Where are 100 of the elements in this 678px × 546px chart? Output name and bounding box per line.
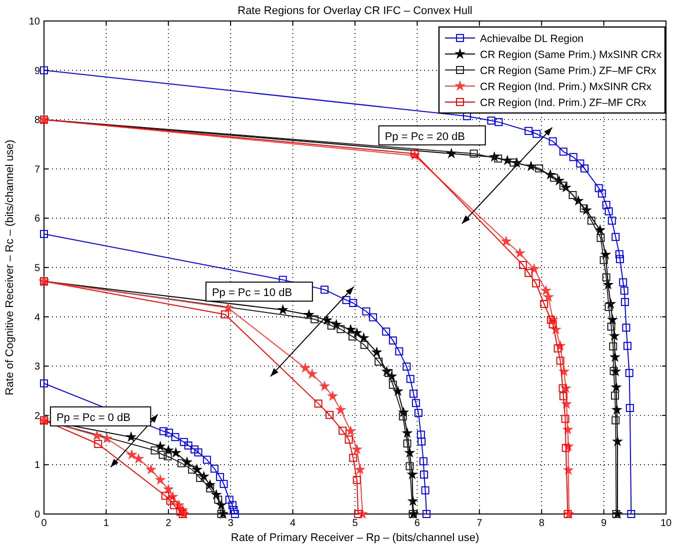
x-axis-title: Rate of Primary Receiver – Rp – (bits/channel use): [230, 532, 480, 544]
point: [610, 367, 618, 376]
point: [369, 313, 378, 322]
point: [327, 390, 338, 401]
point: [568, 191, 577, 200]
point: [338, 426, 347, 435]
point: [349, 454, 358, 462]
point: [342, 296, 350, 304]
point: [166, 496, 174, 505]
point: [598, 190, 606, 198]
x-tick-label: 10: [660, 518, 672, 529]
y-tick-label: 9: [34, 66, 40, 77]
legend-label: CR Region (Same Prim.) MxSINR CRx: [480, 49, 662, 61]
point: [384, 369, 393, 377]
point: [619, 278, 628, 286]
annotation: Pp = Pc = 0 dB: [56, 412, 130, 424]
point: [154, 474, 166, 485]
point: [159, 427, 168, 436]
point: [562, 444, 570, 452]
point: [220, 480, 228, 488]
point: [190, 445, 199, 454]
point: [412, 399, 420, 408]
point: [421, 486, 430, 494]
point: [210, 464, 218, 473]
point: [602, 200, 610, 209]
point: [164, 452, 172, 460]
point: [470, 150, 478, 158]
legend-label: CR Region (Ind. Prim.) MxSINR CRx: [480, 81, 652, 93]
y-tick-label: 10: [28, 16, 40, 28]
point: [510, 158, 518, 166]
point: [410, 150, 419, 158]
point: [214, 496, 222, 504]
point: [221, 310, 229, 318]
annotation: Pp = Pc = 20 dB: [384, 130, 465, 143]
point: [300, 362, 311, 373]
point: [616, 255, 624, 264]
point: [335, 404, 346, 415]
point: [626, 404, 634, 412]
point: [609, 342, 618, 350]
point: [559, 392, 568, 400]
point: [559, 182, 568, 190]
legend-label: CR Region (Ind. Prim.) ZF–MF CRx: [480, 97, 648, 109]
annotation: Pp = Pc = 10 dB: [212, 287, 292, 300]
point: [556, 356, 564, 365]
point: [395, 347, 404, 356]
point: [600, 256, 608, 264]
point: [362, 307, 370, 316]
point: [546, 316, 555, 324]
point: [101, 432, 112, 444]
point: [382, 328, 390, 336]
point: [188, 466, 196, 474]
point: [230, 510, 239, 518]
point: [94, 440, 102, 448]
point: [406, 374, 414, 383]
point: [178, 510, 187, 518]
point: [576, 159, 584, 168]
point: [561, 414, 570, 423]
point: [228, 501, 236, 510]
point: [528, 263, 540, 274]
point: [161, 492, 170, 500]
x-tick-label: 2: [166, 518, 172, 529]
point: [217, 510, 226, 518]
point: [360, 340, 368, 349]
y-tick-label: 8: [34, 115, 40, 126]
point: [422, 510, 431, 518]
x-tick-label: 9: [601, 518, 608, 529]
x-tick-label: 0: [41, 518, 48, 529]
point: [345, 425, 356, 436]
x-tick-label: 8: [538, 518, 545, 529]
point: [607, 322, 616, 331]
point: [420, 470, 428, 479]
point: [494, 154, 502, 163]
y-tick-label: 6: [34, 214, 40, 225]
point: [351, 444, 362, 454]
point: [310, 315, 319, 324]
point: [277, 304, 288, 315]
point: [524, 126, 533, 135]
y-axis-title: Rate of Cognitive Receiver – Rc – (bits/channel use): [4, 140, 16, 396]
point: [518, 261, 527, 270]
point: [388, 380, 397, 389]
point: [558, 384, 567, 392]
point: [403, 440, 412, 448]
point: [344, 436, 353, 444]
point: [126, 449, 138, 460]
point: [171, 433, 180, 442]
point: [540, 300, 548, 308]
point: [349, 298, 358, 307]
point: [371, 346, 382, 358]
point: [612, 232, 620, 241]
point: [622, 324, 630, 332]
point: [414, 408, 422, 417]
x-tick-label: 3: [228, 518, 234, 529]
point: [326, 410, 334, 419]
point: [494, 118, 503, 126]
point: [154, 440, 166, 452]
point: [419, 457, 428, 466]
point: [206, 484, 214, 492]
point: [327, 322, 336, 330]
point: [627, 510, 636, 518]
point: [487, 116, 496, 125]
